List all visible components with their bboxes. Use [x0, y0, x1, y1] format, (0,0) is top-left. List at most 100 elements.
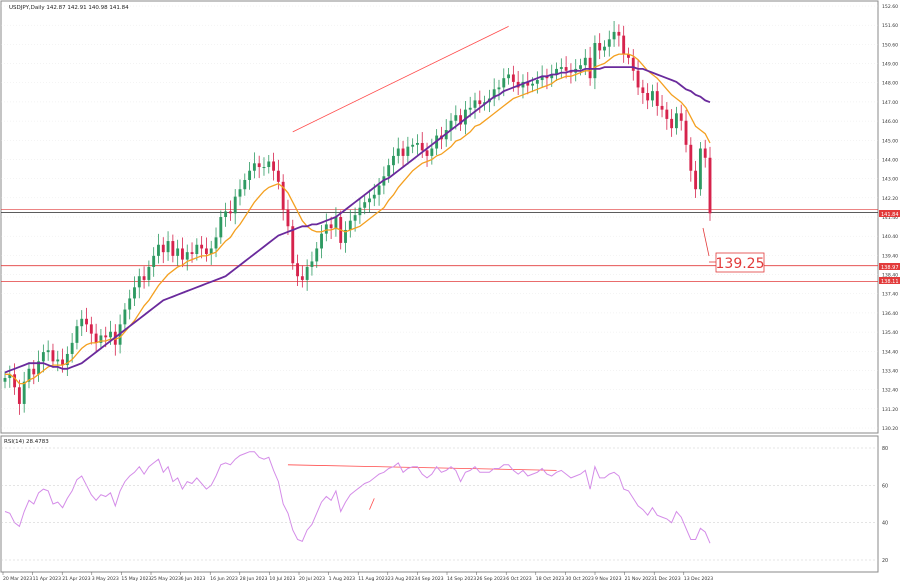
- candle-body: [703, 148, 707, 158]
- candle-body: [392, 155, 395, 166]
- candle-body: [152, 255, 156, 267]
- x-tick-label: 10 Jul 2023: [269, 576, 295, 582]
- target-label-box: [715, 252, 765, 273]
- y-tick-label: 131.20: [882, 407, 898, 413]
- candle-body: [651, 91, 654, 101]
- y-tick-label: 136.40: [882, 311, 898, 317]
- candle-body: [507, 74, 511, 79]
- candle-body: [593, 43, 597, 79]
- candle-body: [190, 252, 194, 255]
- candle-body: [603, 46, 606, 51]
- candle-body: [478, 100, 482, 105]
- candle-body: [430, 148, 434, 156]
- candle-body: [281, 181, 285, 210]
- x-tick-label: 20 Mar 2023: [3, 576, 32, 582]
- candle-body: [368, 198, 371, 203]
- rsi-y-tick-label: 20: [882, 558, 888, 564]
- candle-body: [454, 115, 458, 121]
- y-tick-label: 152.60: [882, 4, 898, 10]
- candle-body: [555, 68, 558, 75]
- target-label: 139.25: [716, 256, 765, 272]
- candle-body: [185, 252, 189, 260]
- candle-body: [655, 91, 659, 106]
- rsi-line: [4, 451, 711, 544]
- candle-body: [598, 43, 602, 51]
- candle-body: [315, 248, 319, 262]
- candle-body: [497, 87, 501, 90]
- candle-body: [32, 368, 36, 375]
- horizontal-levels: [1, 209, 878, 282]
- candle-body: [526, 81, 530, 86]
- candle-body: [109, 331, 112, 338]
- candle-body: [540, 76, 544, 81]
- y-tick-label: 145.00: [882, 138, 898, 144]
- y-tick-label: 134.40: [882, 349, 898, 355]
- x-tick-label: 1 Dec 2023: [654, 576, 681, 582]
- candle-body: [406, 146, 410, 156]
- current-price-tag-bg: [879, 210, 900, 217]
- candle-body: [3, 378, 7, 382]
- x-tick-label: 21 Nov 2023: [625, 576, 654, 582]
- candle-body: [94, 333, 98, 343]
- candle-body: [463, 109, 467, 125]
- rsi-y-tick-label: 80: [882, 446, 888, 452]
- candle-body: [473, 100, 477, 108]
- candle-body: [324, 224, 328, 234]
- candle-body: [641, 87, 645, 93]
- candle-body: [13, 374, 17, 388]
- candle-body: [622, 35, 626, 55]
- candle-body: [46, 350, 50, 353]
- candle-body: [689, 144, 693, 171]
- candle-body: [228, 211, 232, 214]
- candle-body: [459, 115, 463, 125]
- y-tick-label: 148.00: [882, 81, 898, 87]
- y-tick-label: 150.60: [882, 42, 898, 48]
- y-tick-label: 132.40: [882, 388, 898, 394]
- candle-body: [300, 276, 304, 280]
- candle-body: [674, 113, 678, 129]
- candle-body: [684, 120, 688, 145]
- candle-body: [171, 241, 175, 256]
- candle-body: [133, 287, 136, 299]
- y-tick-label: 147.00: [882, 100, 898, 106]
- candle-body: [545, 76, 549, 79]
- candle-body: [257, 163, 261, 168]
- candle-body: [89, 324, 93, 334]
- candle-body: [348, 220, 352, 230]
- candle-body: [104, 335, 108, 338]
- trend-line-price: [292, 26, 509, 133]
- candle-body: [267, 161, 271, 168]
- candle-body: [627, 54, 630, 58]
- candle-body: [276, 170, 280, 182]
- y-tick-label: 133.40: [882, 368, 898, 374]
- projection-line: [702, 227, 710, 257]
- candle-body: [612, 31, 616, 40]
- candle-body: [334, 217, 338, 229]
- candle-body: [70, 342, 74, 354]
- rsi-info: RSI(14) 28.4783: [4, 439, 49, 445]
- rsi-y-axis-ticks: 80 60 40 20: [1, 446, 888, 564]
- candle-body: [291, 226, 295, 264]
- x-tick-label: 13 Dec 2023: [684, 576, 713, 582]
- candle-body: [128, 298, 132, 310]
- grid: [1, 5, 878, 429]
- candle-body: [17, 387, 21, 404]
- candle-body: [262, 167, 266, 169]
- candle-body: [492, 89, 496, 99]
- candle-body: [37, 361, 41, 375]
- candle-body: [344, 229, 347, 243]
- candle-body: [75, 326, 79, 343]
- y-tick-label: 139.40: [882, 253, 898, 259]
- candle-body: [420, 142, 424, 151]
- y-tick-label: 140.40: [882, 234, 898, 240]
- candle-body: [449, 120, 453, 131]
- x-tick-label: 11 Apr 2023: [33, 576, 61, 582]
- candle-body: [233, 196, 237, 214]
- candle-body: [219, 217, 223, 238]
- candle-body: [195, 244, 199, 255]
- candle-body: [8, 374, 12, 379]
- candle-body: [617, 31, 621, 36]
- y-tick-label: 130.20: [882, 426, 898, 432]
